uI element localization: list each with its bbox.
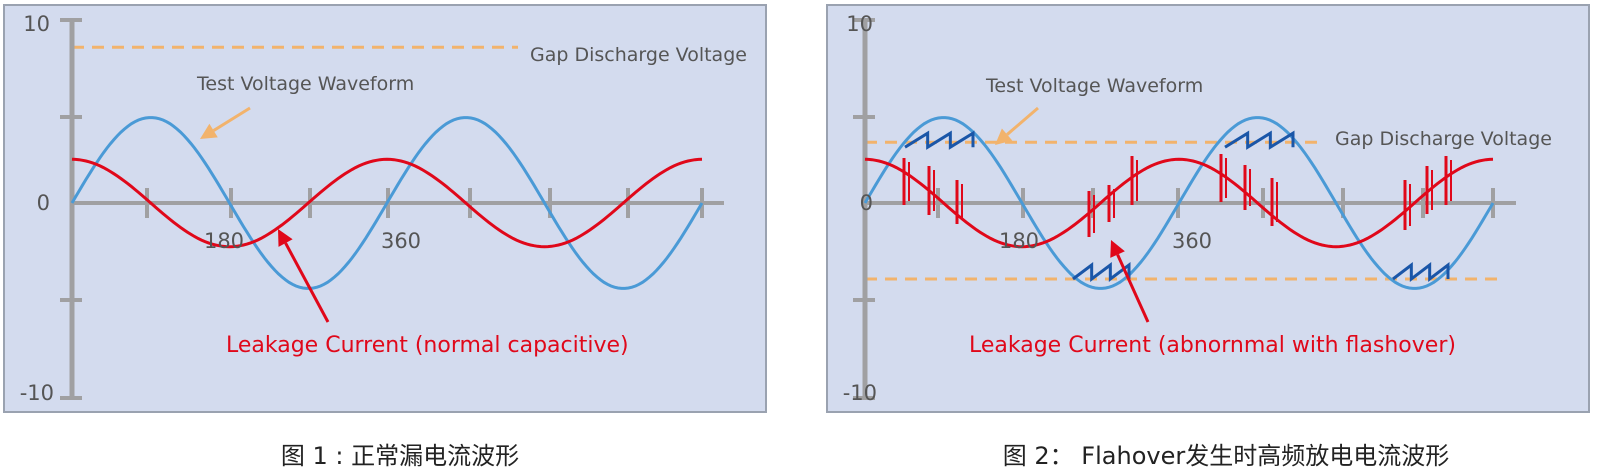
y-tick-label-bottom: -10: [20, 381, 54, 405]
flashover-discharge-zigzag: [1392, 261, 1450, 283]
y-tick-label-zero: 0: [860, 191, 873, 215]
test-voltage-waveform: [863, 116, 1495, 290]
plot-background: [826, 4, 1590, 413]
leakage-current-arrow-head: [1110, 240, 1125, 258]
figure-caption: 图 1 : 正常漏电流波形: [280, 442, 520, 470]
leakage-current-arrow-shaft: [284, 242, 330, 323]
leakage-current-arrow-shaft: [1116, 253, 1150, 323]
leakage-current-arrow-head: [278, 229, 293, 247]
plot-layers: [60, 18, 724, 400]
x-tick-label-360: 360: [1172, 229, 1212, 253]
y-tick-label-bottom: -10: [843, 381, 877, 405]
test-voltage-arrow-head: [200, 123, 218, 139]
test-voltage-label: Test Voltage Waveform: [985, 75, 1203, 97]
y-tick-label-zero: 0: [37, 191, 50, 215]
test-voltage-arrow-shaft: [1006, 106, 1039, 136]
test-voltage-arrow-shaft: [212, 106, 251, 132]
gap-discharge-label: Gap Discharge Voltage: [1335, 128, 1552, 150]
y-tick-label-top: 10: [23, 12, 50, 36]
leakage-current-waveform: [71, 157, 703, 249]
flashover-discharge-zigzag: [904, 130, 975, 150]
test-voltage-label: Test Voltage Waveform: [196, 73, 414, 95]
flashover-discharge-zigzag: [1224, 130, 1295, 150]
flashover-discharge-zigzag: [1072, 261, 1131, 283]
x-tick-label-360: 360: [381, 229, 421, 253]
x-tick-label-180: 180: [999, 229, 1039, 253]
gap-discharge-label: Gap Discharge Voltage: [530, 44, 747, 66]
test-voltage-waveform: [70, 116, 704, 290]
figure-panel-flashover: 10 0 -10 180 360 Gap Discharge Voltage T…: [826, 4, 1590, 413]
x-tick-label-180: 180: [204, 229, 244, 253]
figure-caption: 图 2： Flahover发生时高频放电电流波形: [1002, 442, 1450, 470]
leakage-current-label: Leakage Current (abnornmal with flashove…: [969, 333, 1456, 358]
leakage-current-label: Leakage Current (normal capacitive): [226, 333, 629, 358]
leakage-current-waveform: [864, 157, 1494, 249]
figure-panel-normal: 10 0 -10 180 360 Gap Discharge Voltage T…: [3, 4, 767, 413]
plot-layers: [853, 18, 1516, 400]
test-voltage-arrow-head: [995, 128, 1013, 145]
y-tick-label-top: 10: [846, 12, 873, 36]
